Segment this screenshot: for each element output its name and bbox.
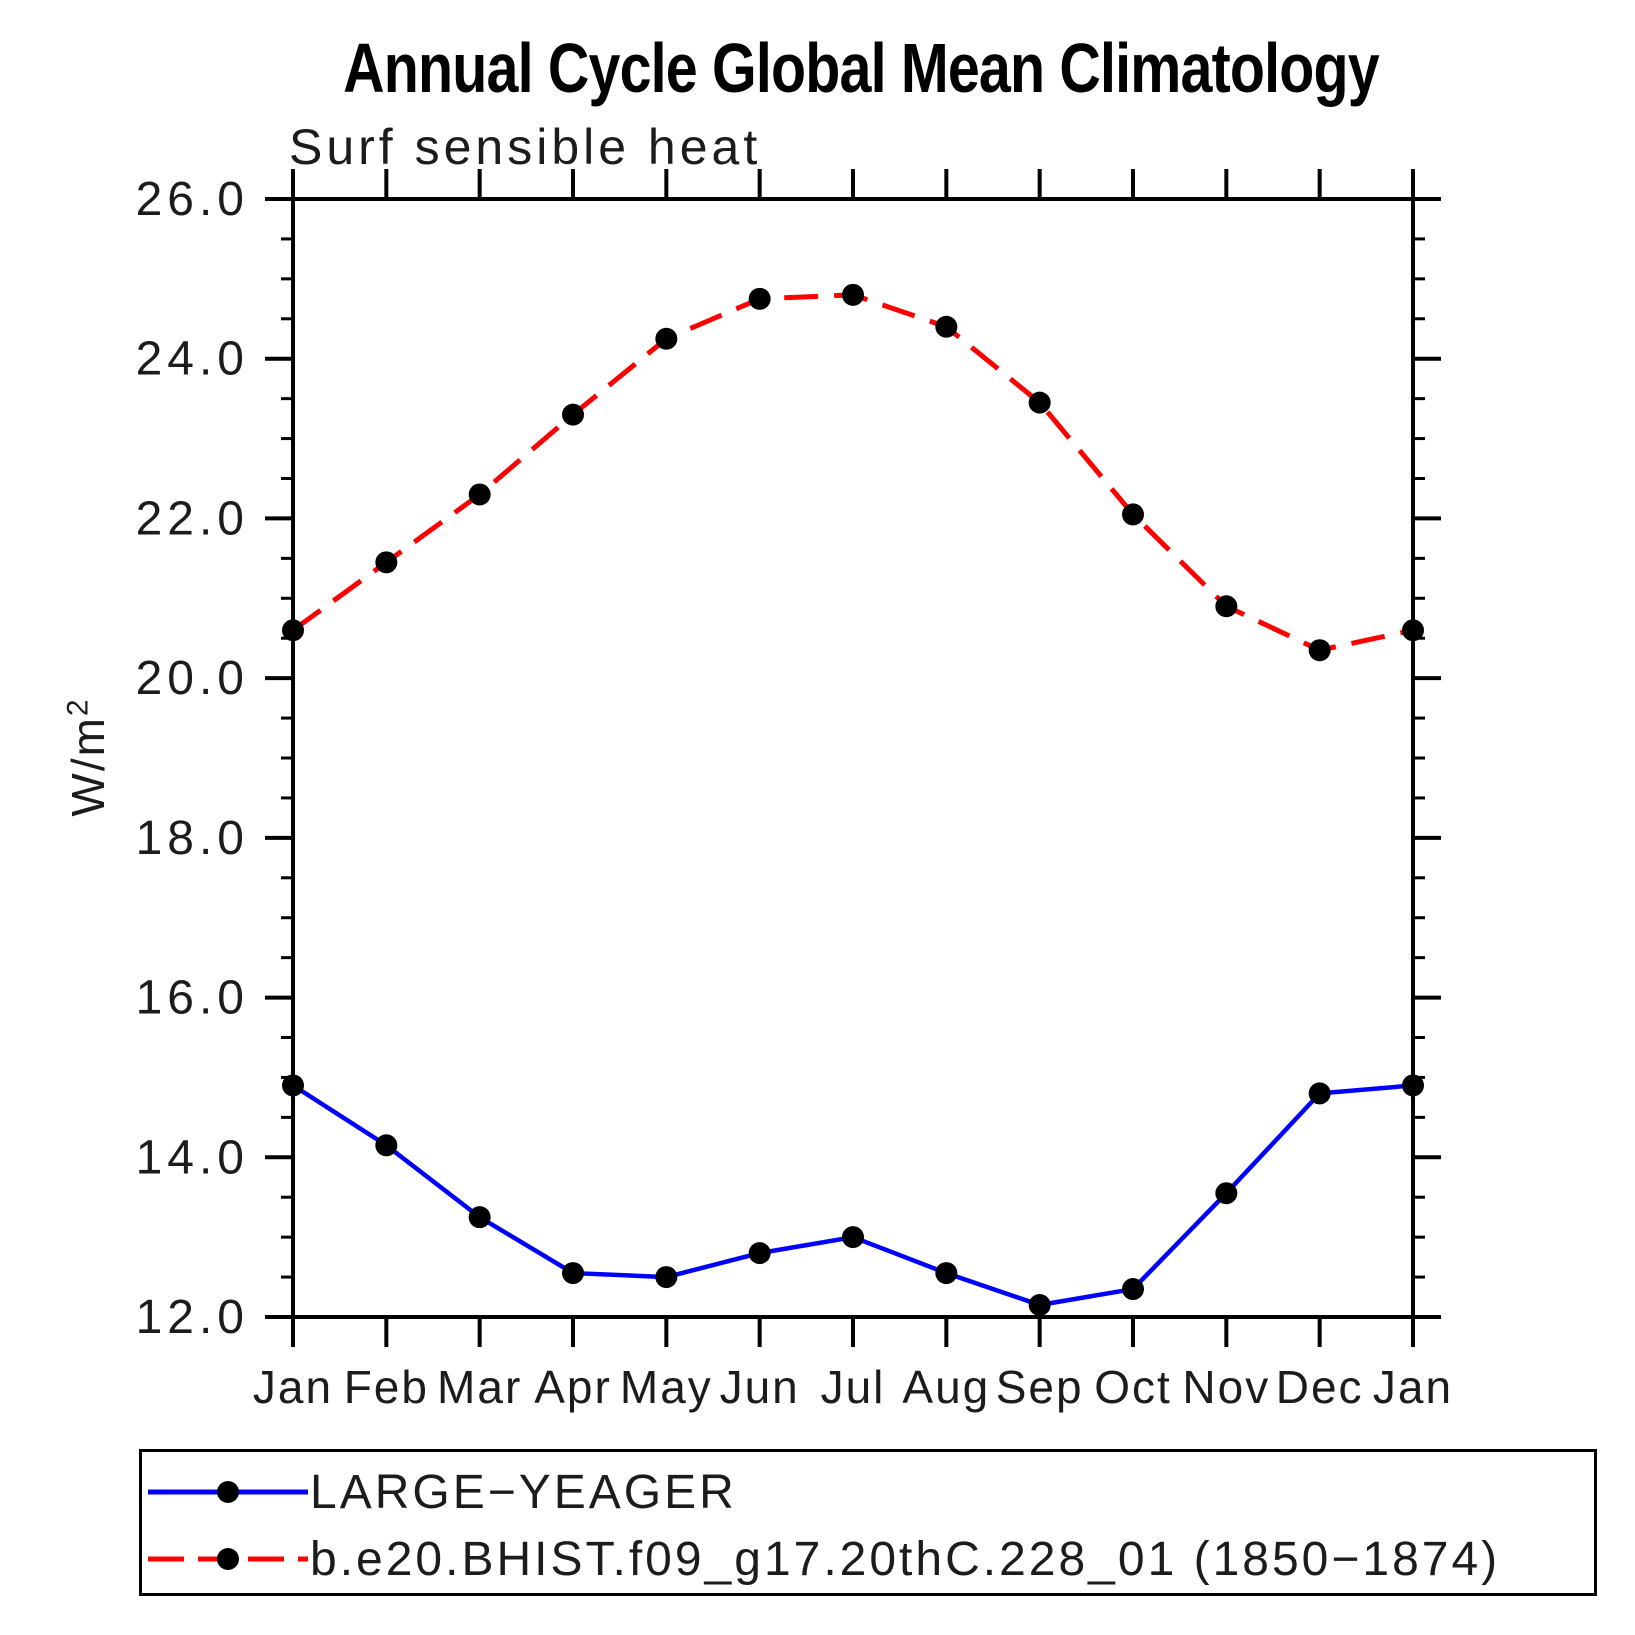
y-tick-label: 20.0 [136,652,249,705]
x-tick-label: Feb [344,1361,429,1413]
y-tick-label: 26.0 [136,173,249,226]
data-point-marker [1215,1182,1238,1205]
x-tick-label: Apr [534,1361,612,1413]
x-tick-label: Oct [1094,1361,1172,1413]
data-point-marker [842,1226,864,1249]
data-point-marker [282,619,304,642]
legend-label-large-yeager: LARGE−YEAGER [310,1465,737,1519]
y-tick-label: 22.0 [136,492,249,545]
x-tick-label: Jul [821,1361,886,1413]
x-tick-label: Mar [437,1361,522,1413]
y-tick-label: 12.0 [136,1291,249,1344]
legend-swatch-dashed-line [148,1548,308,1570]
legend-swatch-solid-line [148,1481,308,1503]
data-point-marker [655,1266,678,1289]
data-point-marker [655,327,678,350]
x-tick-label: Jun [720,1361,800,1413]
data-point-marker [1308,639,1331,662]
legend-label-model-run: b.e20.BHIST.f09_g17.20thC.228_01 (1850−1… [310,1532,1501,1586]
data-point-marker [468,483,491,506]
data-point-marker [1122,1278,1144,1301]
data-point-marker [842,283,864,306]
x-tick-label: May [620,1361,713,1413]
data-point-marker [562,1262,584,1285]
x-tick-label: Nov [1182,1361,1270,1413]
data-point-marker [282,1074,304,1097]
y-tick-label: 18.0 [136,812,249,865]
data-point-marker [468,1206,491,1229]
data-point-marker [1402,1074,1424,1097]
legend-entry-model-run: b.e20.BHIST.f09_g17.20thC.228_01 (1850−1… [146,1531,1500,1587]
legend-box: LARGE−YEAGER b.e20.BHIST.f09_g17.20thC.2… [139,1449,1597,1596]
y-tick-label: 14.0 [136,1131,249,1184]
chart-title: Annual Cycle Global Mean Climatology [343,29,1380,107]
x-tick-label: Jan [1373,1361,1453,1413]
data-point-marker [375,551,398,574]
y-tick-label: 16.0 [136,972,249,1025]
data-point-marker [935,315,958,338]
y-tick-label: 24.0 [136,333,249,386]
data-point-marker [1122,503,1144,526]
data-point-marker [1028,1294,1051,1317]
legend-entry-large-yeager: LARGE−YEAGER [146,1464,737,1520]
data-point-marker [748,1242,771,1265]
data-point-marker [1215,595,1238,618]
data-point-marker [748,287,771,310]
plot-frame [291,197,1415,1319]
x-tick-label: Aug [902,1361,990,1413]
data-point-marker [375,1134,398,1157]
x-tick-label: Dec [1276,1361,1364,1413]
data-point-marker [1308,1082,1331,1105]
data-point-marker [935,1262,958,1285]
data-point-marker [1402,619,1424,642]
series-line-0 [291,1083,1414,1308]
x-tick-label: Sep [996,1361,1084,1413]
chart-subtitle: Surf sensible heat [289,119,762,175]
data-point-marker [562,403,584,426]
series-line-1 [291,292,1414,653]
data-point-marker [1028,391,1051,414]
x-tick-label: Jan [253,1361,333,1413]
